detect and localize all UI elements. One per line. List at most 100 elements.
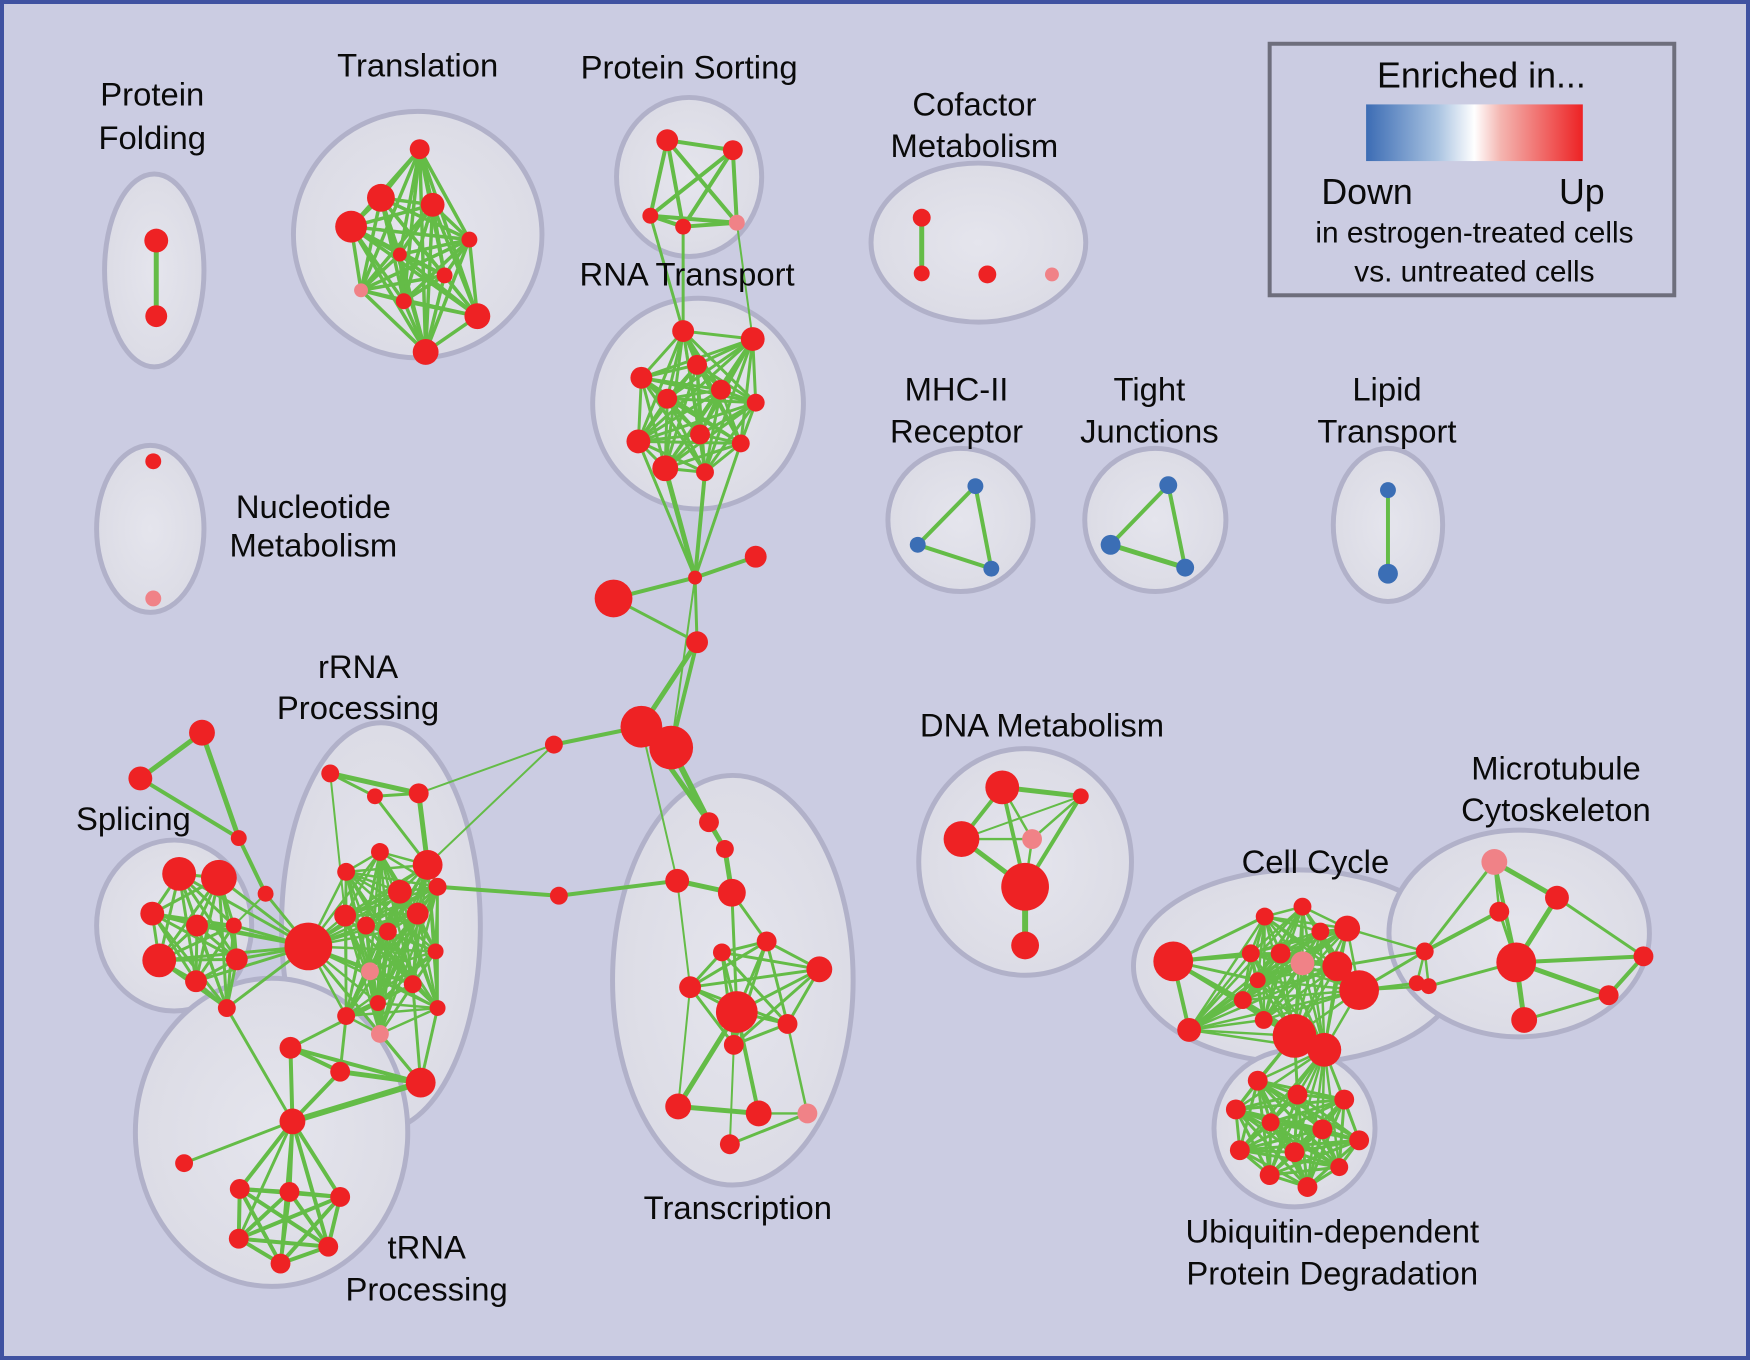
node-C12[interactable] — [1408, 975, 1425, 992]
node-T3[interactable] — [420, 192, 445, 217]
node-TC10[interactable] — [777, 1014, 798, 1034]
node-RT2[interactable] — [740, 327, 765, 351]
node-R16[interactable] — [369, 995, 386, 1012]
node-C10[interactable] — [1153, 941, 1194, 982]
node-CB1[interactable] — [1272, 1014, 1317, 1058]
node-X1[interactable] — [229, 1179, 250, 1199]
node-D6[interactable] — [1011, 931, 1040, 960]
node-TR1[interactable] — [189, 719, 215, 746]
node-T1[interactable] — [409, 139, 430, 160]
node-TC4[interactable] — [717, 878, 746, 907]
node-R5[interactable] — [337, 862, 356, 881]
node-LP2[interactable] — [1378, 563, 1398, 584]
node-TH[interactable] — [279, 1108, 306, 1135]
node-CF1[interactable] — [912, 208, 931, 227]
node-X3[interactable] — [330, 1187, 351, 1207]
node-TC7[interactable] — [806, 956, 833, 983]
node-TC3[interactable] — [665, 868, 690, 893]
node-N2[interactable] — [145, 590, 162, 607]
node-TR2[interactable] — [128, 766, 153, 791]
node-U8[interactable] — [1229, 1140, 1250, 1161]
node-S1[interactable] — [162, 856, 197, 891]
node-JR[interactable] — [744, 545, 767, 568]
node-R1[interactable] — [321, 764, 340, 783]
node-U7[interactable] — [1349, 1130, 1370, 1151]
node-RT9[interactable] — [626, 429, 651, 454]
node-R22[interactable] — [405, 1067, 436, 1098]
node-RT6[interactable] — [657, 388, 678, 409]
node-U2[interactable] — [1287, 1084, 1308, 1105]
node-R6[interactable] — [412, 849, 443, 880]
node-M5[interactable] — [1511, 1007, 1538, 1033]
node-T8[interactable] — [354, 283, 368, 298]
node-C7[interactable] — [1290, 951, 1315, 976]
node-RT11[interactable] — [652, 455, 679, 482]
node-U4[interactable] — [1225, 1099, 1246, 1120]
node-X4[interactable] — [228, 1228, 249, 1249]
node-U3[interactable] — [1334, 1089, 1355, 1110]
node-C8[interactable] — [1322, 951, 1353, 982]
node-RT1[interactable] — [672, 320, 695, 342]
node-PS4[interactable] — [675, 218, 692, 235]
node-T2[interactable] — [367, 183, 395, 212]
node-C9[interactable] — [1249, 972, 1266, 989]
node-R12[interactable] — [406, 902, 429, 925]
node-D2[interactable] — [1072, 788, 1089, 805]
node-CF3[interactable] — [978, 265, 997, 284]
node-T5[interactable] — [461, 231, 478, 248]
node-S8[interactable] — [225, 948, 248, 971]
node-U10[interactable] — [1330, 1158, 1349, 1177]
node-RT4[interactable] — [630, 366, 653, 389]
node-R17[interactable] — [337, 1007, 356, 1025]
node-MH3[interactable] — [983, 560, 1000, 577]
node-TJ3[interactable] — [1176, 558, 1195, 577]
node-TJ2[interactable] — [1100, 534, 1121, 555]
node-TC9[interactable] — [715, 991, 758, 1033]
node-T9[interactable] — [395, 293, 412, 310]
node-PF2[interactable] — [145, 305, 168, 328]
node-M7[interactable] — [1633, 946, 1654, 967]
node-S5[interactable] — [225, 917, 242, 934]
node-LP1[interactable] — [1380, 482, 1396, 499]
node-RT5[interactable] — [710, 379, 731, 400]
node-D4[interactable] — [1022, 829, 1043, 849]
node-MH2[interactable] — [909, 536, 926, 553]
node-T10[interactable] — [464, 303, 491, 330]
node-D3[interactable] — [943, 821, 980, 857]
node-D1[interactable] — [985, 770, 1020, 805]
node-T6[interactable] — [392, 247, 407, 262]
node-C11[interactable] — [1339, 970, 1380, 1011]
network-canvas[interactable]: Protein Folding Translation Protein Sorting… — [4, 4, 1746, 1356]
node-R8[interactable] — [428, 877, 447, 896]
node-H2[interactable] — [649, 725, 694, 770]
node-R3[interactable] — [408, 783, 429, 804]
node-X2[interactable] — [279, 1182, 300, 1202]
nodes-layer[interactable] — [128, 129, 1654, 1274]
node-C3[interactable] — [1311, 922, 1330, 941]
node-C14[interactable] — [1254, 1011, 1273, 1029]
node-R14[interactable] — [361, 962, 379, 981]
node-S6[interactable] — [142, 943, 177, 978]
node-RT7[interactable] — [746, 393, 765, 412]
node-CJn2[interactable] — [1420, 978, 1437, 995]
node-J2[interactable] — [686, 631, 708, 654]
node-PS2[interactable] — [722, 140, 743, 161]
node-S7[interactable] — [185, 970, 207, 993]
node-PS3[interactable] — [642, 207, 659, 224]
node-M6[interactable] — [1598, 985, 1619, 1006]
node-R20[interactable] — [330, 1061, 351, 1082]
node-CJn[interactable] — [1415, 942, 1434, 961]
node-CF2[interactable] — [913, 265, 930, 282]
node-U6[interactable] — [1312, 1119, 1333, 1140]
node-S4[interactable] — [186, 914, 208, 937]
node-C5[interactable] — [1241, 944, 1260, 963]
node-R7[interactable] — [387, 879, 412, 904]
node-R15[interactable] — [403, 975, 422, 994]
node-C4[interactable] — [1334, 915, 1361, 942]
node-TC14[interactable] — [797, 1103, 818, 1124]
node-R4[interactable] — [370, 843, 389, 861]
node-U11[interactable] — [1259, 1165, 1280, 1186]
node-U9[interactable] — [1284, 1142, 1305, 1163]
node-M4[interactable] — [1496, 942, 1537, 983]
node-C13[interactable] — [1233, 991, 1252, 1010]
